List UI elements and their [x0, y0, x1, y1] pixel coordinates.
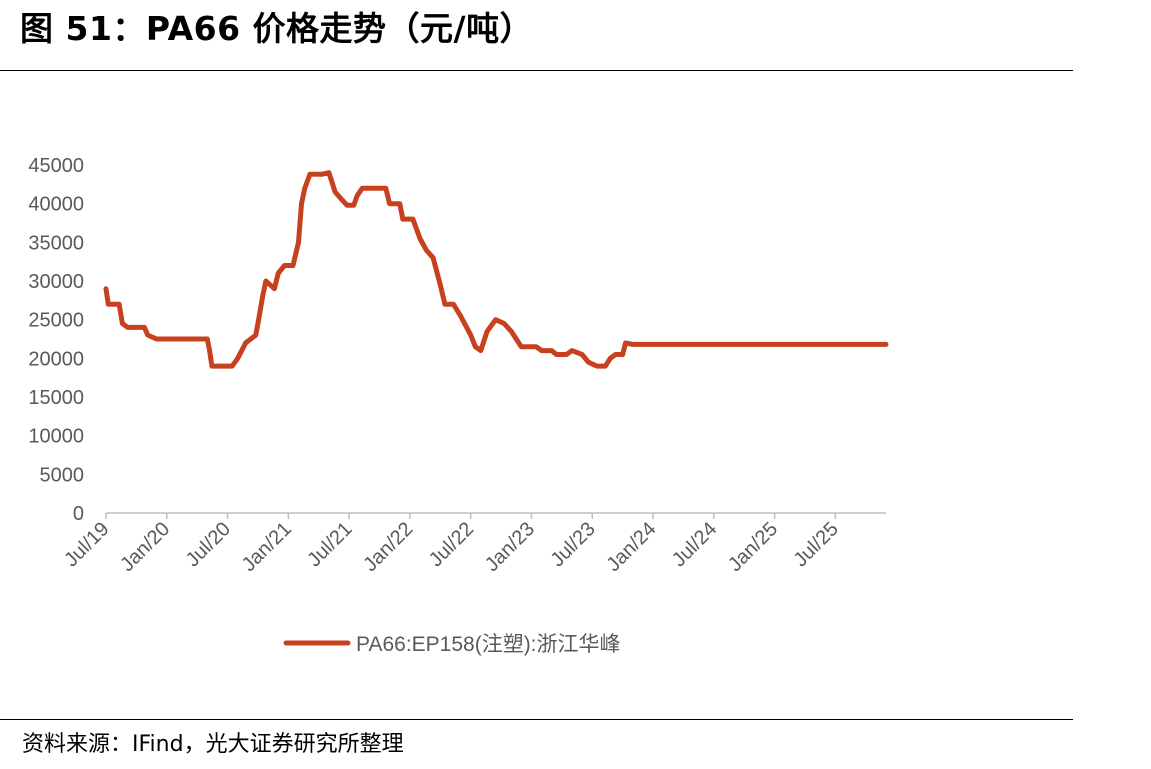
x-tick-label: Jan/23 [481, 518, 539, 576]
x-tick-label: Jan/25 [724, 518, 782, 576]
y-axis-tick-labels: 0 5000 10000 15000 20000 25000 30000 35000 40000… [28, 155, 84, 525]
y-tick-label: 35000 [28, 232, 84, 254]
series-layer [103, 170, 889, 369]
source-note: 资料来源：IFind，光大证券研究所整理 [22, 732, 404, 757]
bottom-divider [0, 719, 1073, 720]
x-tick-label: Jan/20 [116, 518, 174, 576]
y-tick-label: 20000 [28, 348, 84, 370]
x-tick-label: Jul/19 [60, 518, 113, 571]
top-divider [0, 70, 1073, 71]
y-tick-label: 25000 [28, 310, 84, 332]
y-tick-label: 45000 [28, 155, 84, 177]
x-tick-label: Jul/25 [790, 518, 843, 571]
x-tick-label: Jan/22 [359, 518, 417, 576]
x-tick-label: Jan/24 [603, 518, 661, 576]
x-axis-tick-labels: Jul/19 Jan/20 Jul/20 Jan/21 Jul/21 Jan/22 Jul/… [60, 518, 843, 576]
y-tick-label: 40000 [28, 194, 84, 216]
y-tick-label: 10000 [28, 426, 84, 448]
x-tick-label: Jul/24 [668, 518, 721, 571]
legend-label: PA66:EP158(注塑):浙江华峰 [356, 633, 621, 656]
y-tick-label: 30000 [28, 271, 84, 293]
x-tick-label: Jul/20 [182, 518, 235, 571]
x-tick-label: Jul/21 [303, 518, 356, 571]
page-title: 图 51：PA66 价格走势（元/吨） [20, 9, 534, 48]
x-tick-label: Jul/22 [425, 518, 478, 571]
x-tick-label: Jul/23 [546, 518, 599, 571]
legend: PA66:EP158(注塑):浙江华峰 [283, 633, 621, 656]
y-tick-label: 5000 [40, 464, 85, 486]
y-tick-label: 0 [73, 503, 84, 525]
y-tick-label: 15000 [28, 387, 84, 409]
x-axis [105, 512, 886, 519]
x-tick-label: Jan/21 [238, 518, 296, 576]
series-line-pa66 [103, 170, 889, 369]
